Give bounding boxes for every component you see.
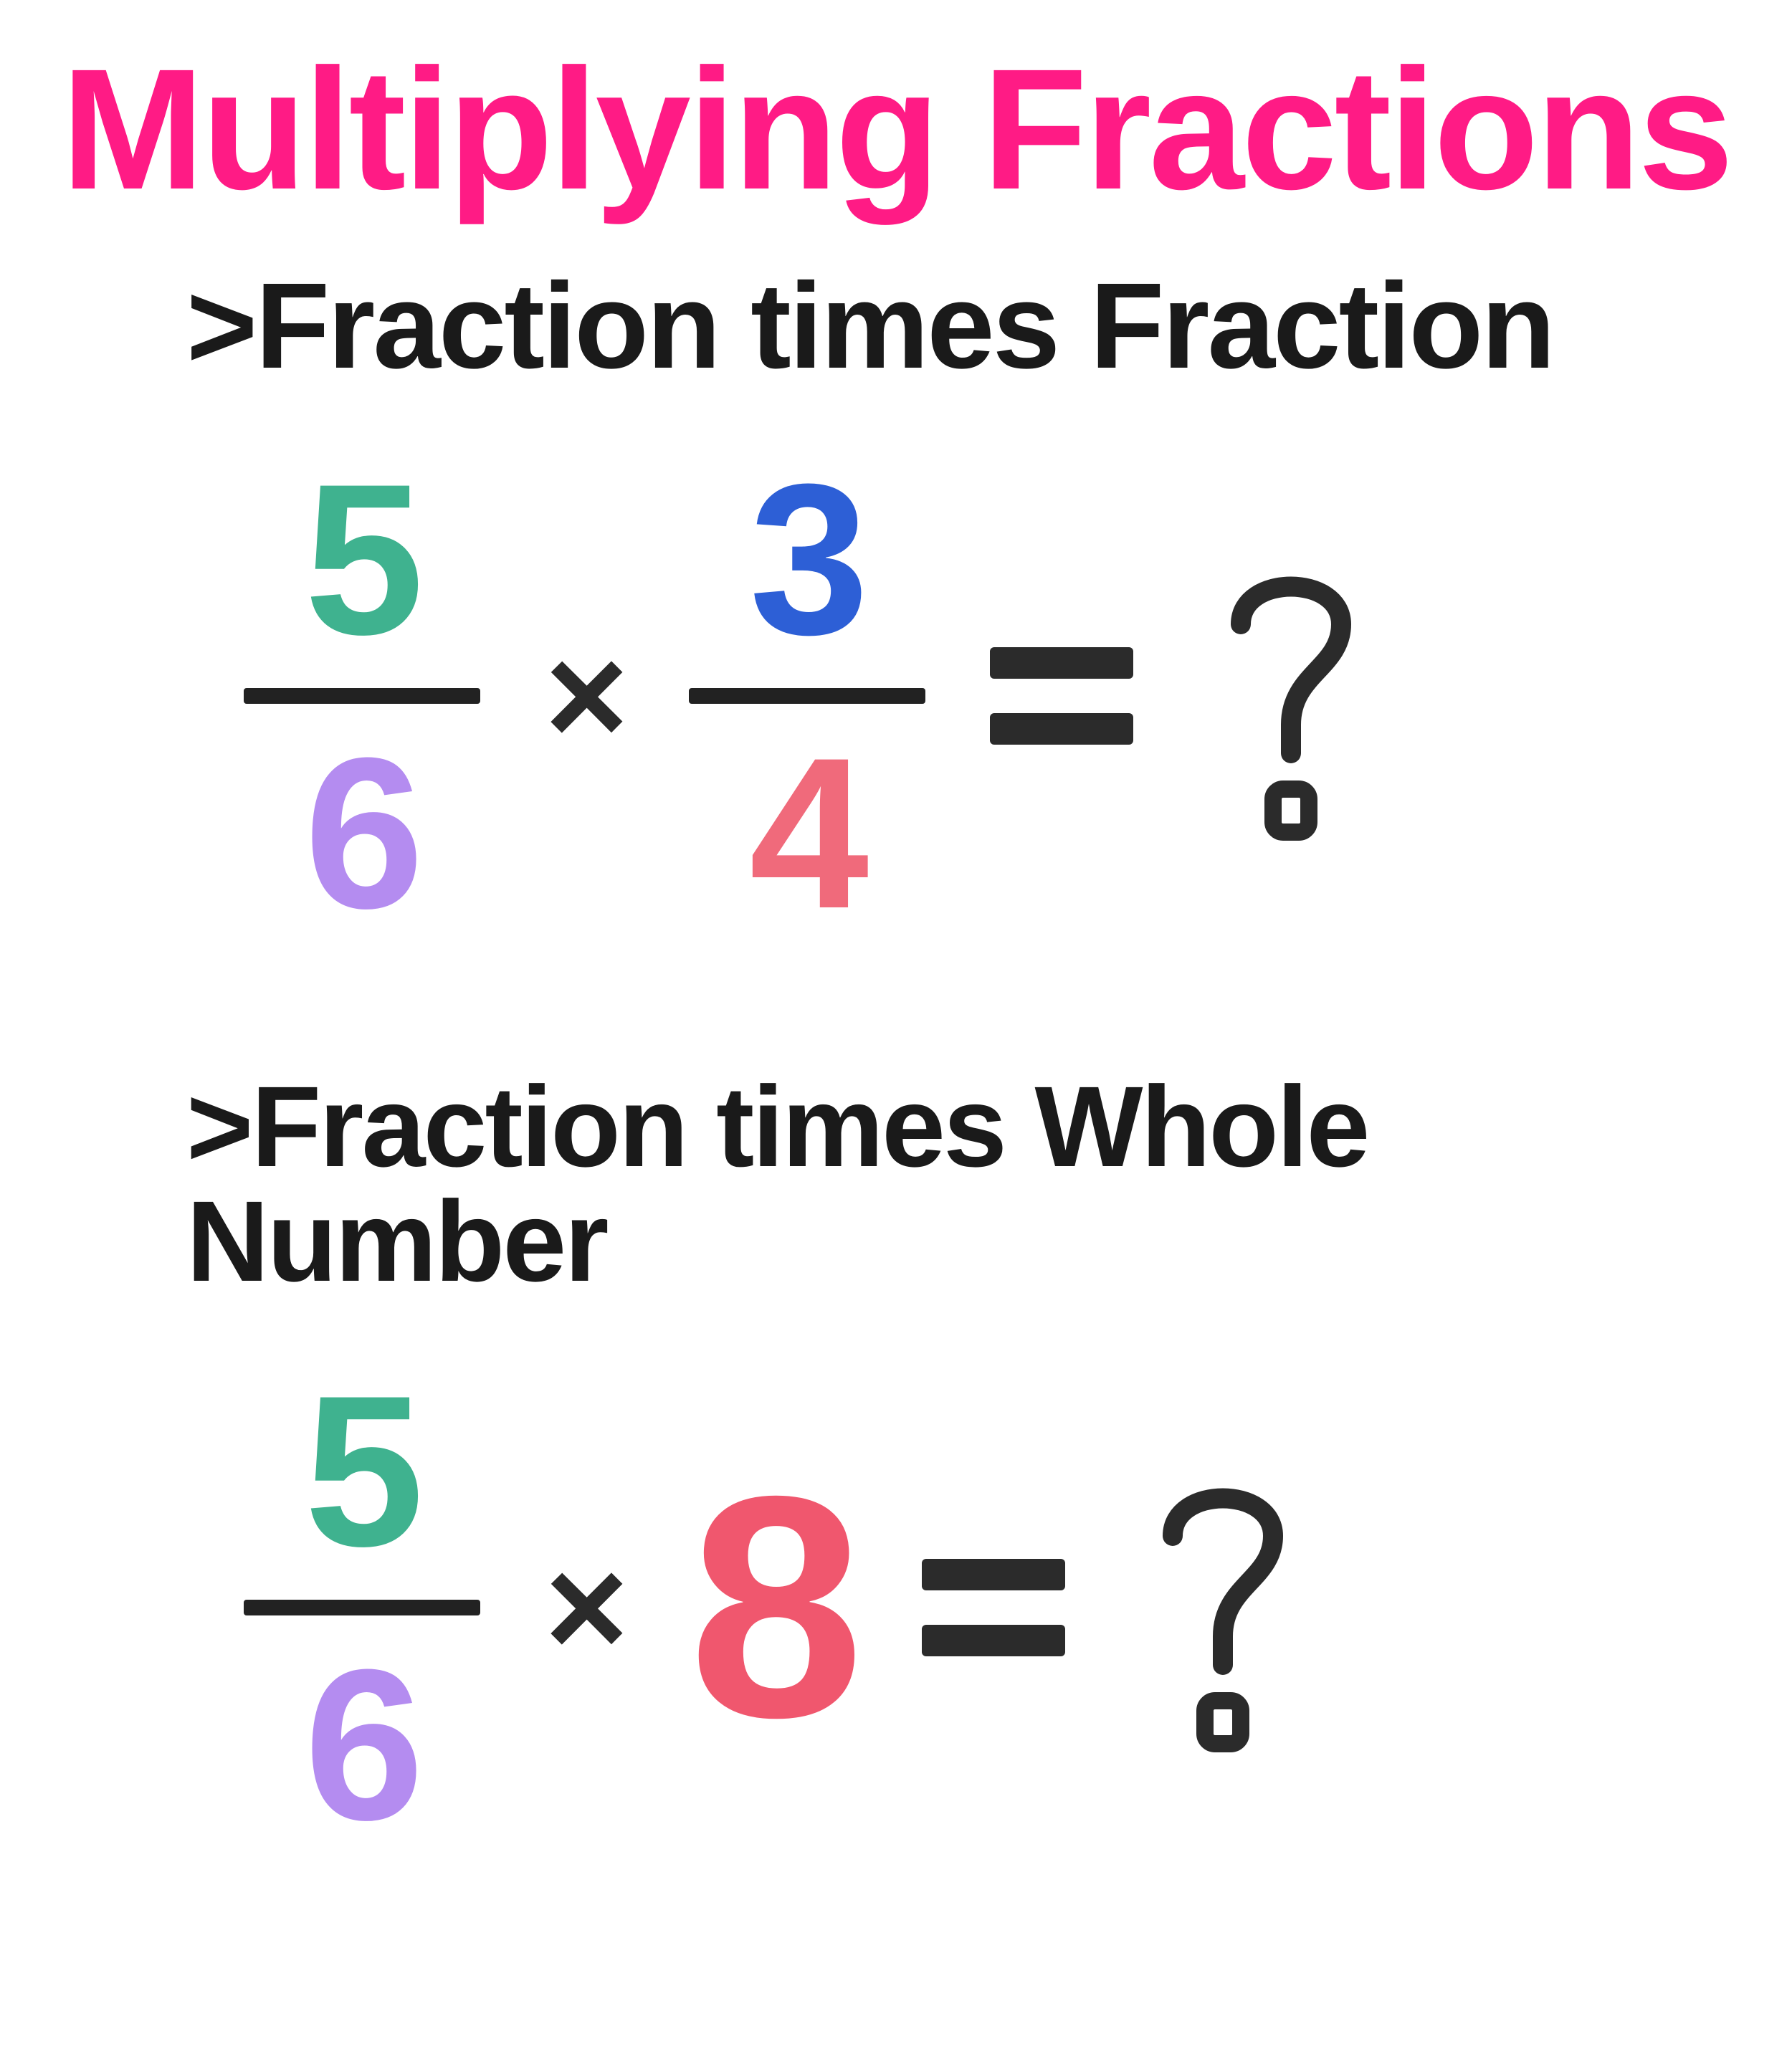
equals-bar-top xyxy=(990,647,1133,679)
denominator-6: 6 xyxy=(305,725,420,940)
question-mark-icon xyxy=(1198,538,1384,854)
main-title: Multiplying Fractions xyxy=(57,43,1735,215)
numerator-5: 5 xyxy=(305,1363,420,1578)
question-mark-icon xyxy=(1130,1450,1316,1765)
section2-heading: >Fraction times Whole Number xyxy=(186,1069,1735,1299)
fraction-bar xyxy=(244,1600,480,1615)
times-operator: × xyxy=(545,1536,624,1679)
equals-bar-bottom xyxy=(922,1625,1065,1656)
section1-heading: >Fraction times Fraction xyxy=(186,265,1735,387)
fraction-bar xyxy=(689,688,925,704)
equals-bar-bottom xyxy=(990,713,1133,745)
whole-number-8: 8 xyxy=(689,1450,857,1765)
equals-bar-top xyxy=(922,1559,1065,1590)
fraction-5-over-6: 5 6 xyxy=(244,1363,480,1852)
times-operator: × xyxy=(545,624,624,768)
fraction-5-over-6: 5 6 xyxy=(244,452,480,940)
denominator-6: 6 xyxy=(305,1637,420,1852)
section2-equation: 5 6 × 8 xyxy=(244,1363,1735,1852)
numerator-3: 3 xyxy=(749,452,864,667)
fraction-3-over-4: 3 4 xyxy=(689,452,925,940)
denominator-4: 4 xyxy=(749,725,864,940)
infographic-page: Multiplying Fractions >Fraction times Fr… xyxy=(0,0,1792,2067)
section1-equation: 5 6 × 3 4 xyxy=(244,452,1735,940)
equals-sign xyxy=(922,1559,1065,1656)
fraction-bar xyxy=(244,688,480,704)
equals-sign xyxy=(990,647,1133,745)
numerator-5: 5 xyxy=(305,452,420,667)
